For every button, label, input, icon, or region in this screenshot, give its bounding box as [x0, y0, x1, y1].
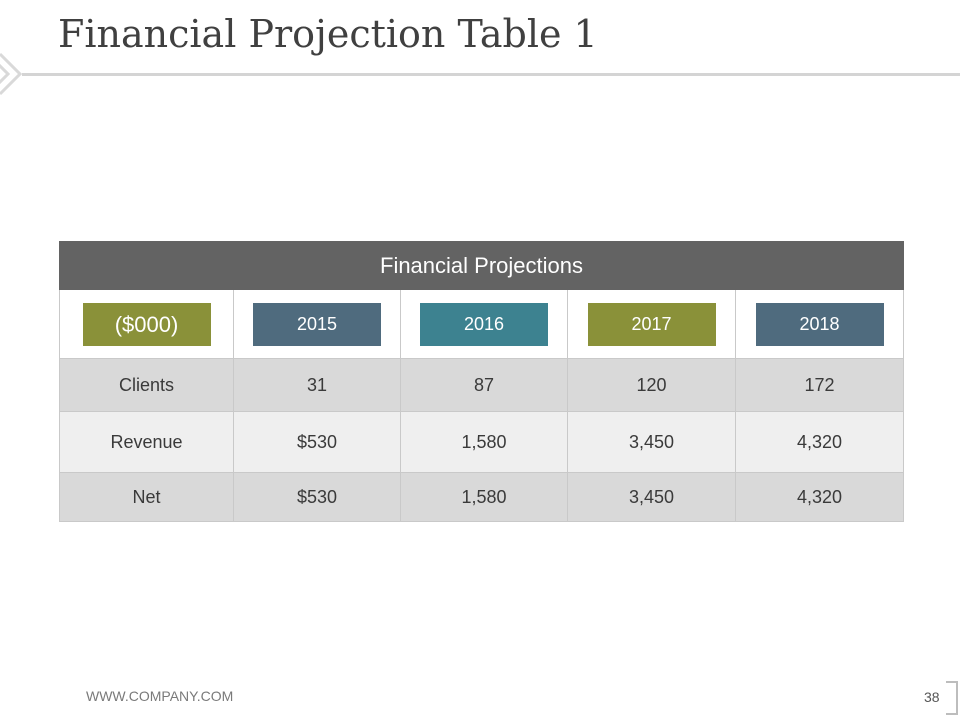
table-cell: 31	[233, 358, 401, 412]
year-header-2018: 2018	[755, 302, 884, 346]
row-label: Net	[59, 472, 234, 522]
units-label: ($000)	[82, 302, 211, 346]
table-cell: 4,320	[735, 411, 904, 473]
table-row-net: Net $530 1,580 3,450 4,320	[59, 472, 904, 522]
table-cell: 3,450	[567, 411, 736, 473]
chevron-decoration-icon	[0, 52, 23, 96]
table-cell: 1,580	[400, 472, 568, 522]
table-row-clients: Clients 31 87 120 172	[59, 358, 904, 412]
slide-title: Financial Projection Table 1	[58, 12, 598, 56]
year-header-2016: 2016	[420, 302, 548, 346]
table-cell: 172	[735, 358, 904, 412]
table-cell: 4,320	[735, 472, 904, 522]
page-number-badge: 38	[918, 681, 958, 715]
table-cell: 120	[567, 358, 736, 412]
financial-projections-table: Financial Projections ($000) 2015 2016 2…	[59, 241, 904, 522]
table-title: Financial Projections	[59, 241, 904, 290]
table-cell: $530	[233, 472, 401, 522]
table-cell: 3,450	[567, 472, 736, 522]
table-header-row: ($000) 2015 2016 2017 2018	[59, 289, 904, 359]
row-label: Clients	[59, 358, 234, 412]
footer-url: WWW.COMPANY.COM	[86, 688, 234, 704]
year-header-2015: 2015	[253, 302, 381, 346]
table-cell: $530	[233, 411, 401, 473]
page-bracket-icon	[946, 681, 958, 715]
title-divider	[22, 73, 960, 76]
row-label: Revenue	[59, 411, 234, 473]
page-number: 38	[924, 689, 940, 705]
table-row-revenue: Revenue $530 1,580 3,450 4,320	[59, 411, 904, 473]
table-cell: 1,580	[400, 411, 568, 473]
year-header-2017: 2017	[587, 302, 716, 346]
table-cell: 87	[400, 358, 568, 412]
